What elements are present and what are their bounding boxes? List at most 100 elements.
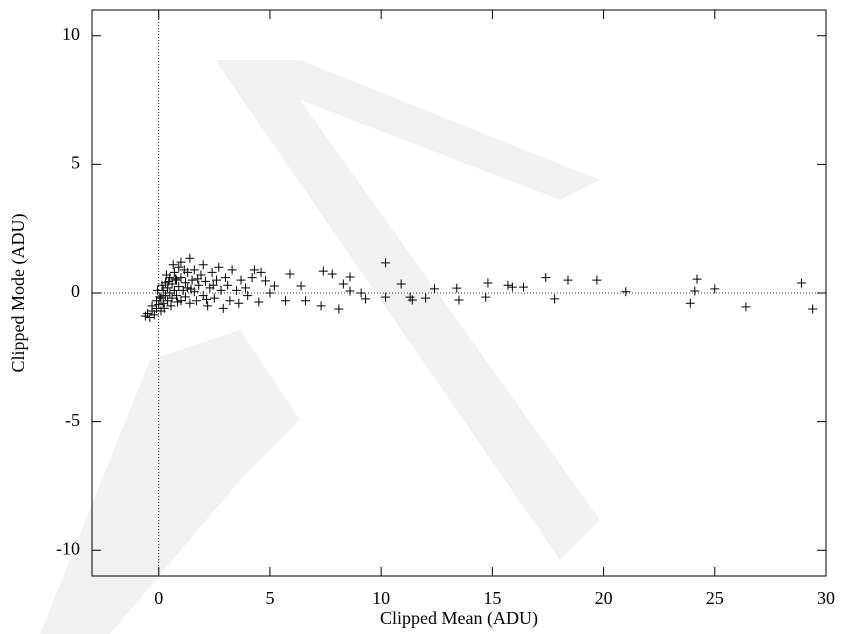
point: [265, 288, 275, 298]
point: [172, 291, 182, 301]
y-tick-label: -10: [56, 538, 80, 558]
point: [189, 265, 199, 275]
point: [256, 267, 266, 277]
x-tick-label: 15: [483, 588, 501, 608]
x-tick-label: 0: [154, 588, 163, 608]
point: [153, 285, 163, 295]
point: [503, 280, 513, 290]
point: [160, 291, 170, 301]
point: [236, 275, 246, 285]
point: [260, 276, 270, 286]
point: [541, 273, 551, 283]
x-tick-label: 25: [706, 588, 724, 608]
x-tick-label: 10: [372, 588, 390, 608]
point: [690, 286, 700, 296]
point: [621, 287, 631, 297]
point: [797, 278, 807, 288]
point: [301, 296, 311, 306]
y-tick-label: 10: [62, 24, 80, 44]
point: [243, 291, 253, 301]
point: [159, 303, 169, 313]
watermark: [40, 60, 600, 634]
point: [140, 311, 150, 321]
point: [155, 292, 165, 302]
point: [345, 286, 355, 296]
point: [174, 262, 184, 272]
point: [185, 253, 195, 263]
point: [145, 312, 155, 322]
point: [202, 294, 212, 304]
point: [220, 273, 230, 283]
x-tick-label: 5: [265, 588, 274, 608]
point: [214, 262, 224, 272]
point: [174, 282, 184, 292]
point: [808, 304, 818, 314]
y-axis-label: Clipped Mode (ADU): [8, 214, 29, 373]
point: [507, 282, 517, 292]
point: [172, 275, 182, 285]
point: [169, 267, 179, 277]
point: [167, 293, 177, 303]
point: [430, 284, 440, 294]
x-axis-label: Clipped Mean (ADU): [380, 608, 538, 629]
point: [179, 265, 189, 275]
point: [223, 280, 233, 290]
point: [741, 302, 751, 312]
point: [176, 257, 186, 267]
point: [200, 276, 210, 286]
point: [254, 297, 264, 307]
point: [180, 292, 190, 302]
point: [249, 265, 259, 275]
point: [234, 298, 244, 308]
point: [185, 298, 195, 308]
point: [396, 279, 406, 289]
point: [180, 278, 190, 288]
point: [157, 280, 167, 290]
point: [421, 293, 431, 303]
x-tick-label: 30: [817, 588, 835, 608]
point: [692, 274, 702, 284]
point: [218, 303, 228, 313]
point: [198, 260, 208, 270]
point: [216, 285, 226, 295]
point: [194, 280, 204, 290]
point: [186, 284, 196, 294]
point: [381, 258, 391, 268]
point: [163, 283, 173, 293]
point: [356, 288, 366, 298]
point: [166, 301, 176, 311]
point: [156, 293, 166, 303]
point: [152, 303, 162, 313]
point: [168, 260, 178, 270]
point: [327, 269, 337, 279]
y-tick-label: 5: [71, 152, 80, 172]
point: [173, 297, 183, 307]
y-tick-label: -5: [65, 410, 80, 430]
point: [178, 285, 188, 295]
point: [318, 266, 328, 276]
point: [164, 276, 174, 286]
point: [710, 284, 720, 294]
point: [407, 295, 417, 305]
point: [176, 273, 186, 283]
point: [563, 275, 573, 285]
point: [147, 301, 157, 311]
point: [187, 275, 197, 285]
point: [685, 298, 695, 308]
point: [452, 283, 462, 293]
point: [285, 269, 295, 279]
point: [334, 304, 344, 314]
point: [481, 292, 491, 302]
point: [169, 285, 179, 295]
point: [454, 295, 464, 305]
point: [193, 274, 203, 284]
point: [550, 294, 560, 304]
point: [269, 281, 279, 291]
point: [212, 275, 222, 285]
point: [165, 288, 175, 298]
point: [338, 279, 348, 289]
point: [592, 275, 602, 285]
point: [154, 300, 164, 310]
point: [483, 278, 493, 288]
